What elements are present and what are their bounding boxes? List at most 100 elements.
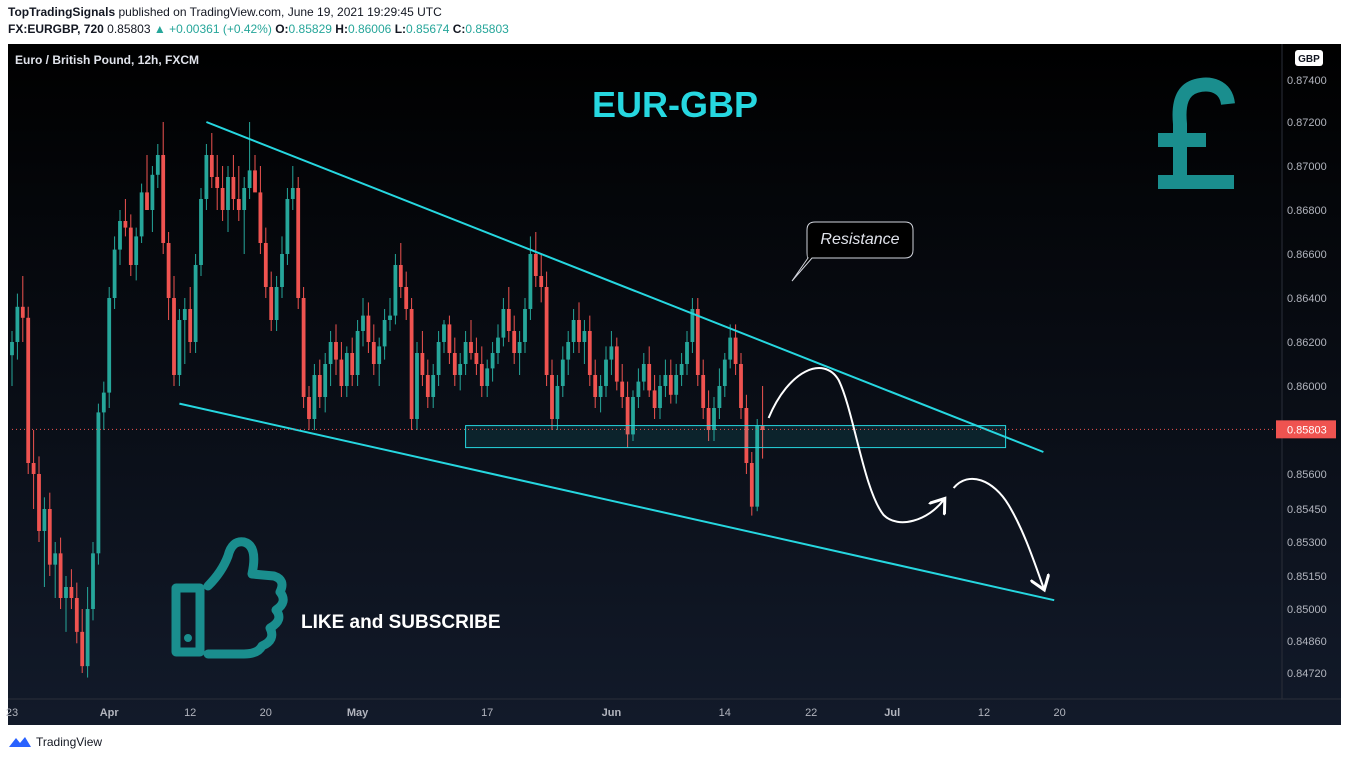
candle-body <box>226 177 230 210</box>
candle-body <box>118 221 122 250</box>
candle <box>415 342 419 430</box>
projection-arrow-1[interactable] <box>767 367 944 524</box>
candle-body <box>134 236 139 265</box>
candle-body <box>193 265 198 342</box>
candle <box>425 359 430 408</box>
candle <box>172 276 176 386</box>
candle-body <box>355 331 360 375</box>
candle <box>760 386 765 459</box>
candle <box>226 166 230 232</box>
candle <box>717 368 722 419</box>
candle-body <box>749 463 754 507</box>
candle-body <box>242 188 247 210</box>
price-tick-label: 0.87200 <box>1287 117 1327 129</box>
candle-body <box>452 353 457 375</box>
candle-body <box>91 553 95 609</box>
candle <box>658 375 662 419</box>
candle <box>47 492 52 576</box>
candle <box>431 364 436 408</box>
candle <box>458 353 463 391</box>
candle-body <box>182 309 187 320</box>
support-zone[interactable] <box>465 425 1007 449</box>
candle-body <box>668 375 673 395</box>
price-tick-label: 0.87400 <box>1287 75 1327 87</box>
candle-body <box>458 364 463 375</box>
candle-body <box>571 320 576 342</box>
candle <box>679 353 684 386</box>
candle <box>690 298 695 353</box>
upper-trendline[interactable] <box>206 121 1044 453</box>
candle-body <box>512 331 517 353</box>
candle <box>479 346 484 397</box>
candle <box>204 144 209 210</box>
candle-body <box>58 553 63 598</box>
candle-body <box>334 342 338 360</box>
candle <box>253 155 257 193</box>
candle-body <box>587 331 592 375</box>
candle-body <box>37 474 41 531</box>
candle-body <box>517 342 522 353</box>
candle-body <box>26 317 31 463</box>
candle-body <box>447 324 452 353</box>
candle <box>388 298 392 331</box>
lower-trendline[interactable] <box>179 402 1055 602</box>
projection-arrow-2[interactable] <box>952 477 1044 588</box>
candle-body <box>425 375 430 397</box>
time-axis[interactable]: 23 Apr 12 20 May 17 Jun 14 22 Jul 12 20 <box>6 707 1066 719</box>
candle-body <box>145 192 149 210</box>
price-axis[interactable]: 0.87400 0.87200 0.87000 0.86800 0.86600 0.864… <box>1287 75 1327 680</box>
candle <box>366 302 371 353</box>
candle <box>155 144 160 188</box>
candle <box>296 177 301 309</box>
candle-body <box>485 368 490 386</box>
candle-body <box>712 408 716 430</box>
candle <box>706 390 711 441</box>
candle-body <box>647 364 652 391</box>
candle <box>280 236 284 298</box>
candle-body <box>717 386 722 408</box>
publisher-name[interactable]: TopTradingSignals <box>8 5 116 19</box>
candle <box>193 254 198 353</box>
candle-body <box>609 346 614 360</box>
candle-body <box>220 188 225 210</box>
price-tick-label: 0.85600 <box>1287 469 1327 481</box>
candle-body <box>566 342 571 360</box>
candle <box>496 324 500 364</box>
candle <box>161 122 166 254</box>
candle-body <box>236 199 241 210</box>
candle-body <box>112 249 117 298</box>
price-tick-label: 0.87000 <box>1287 161 1327 173</box>
candle-body <box>215 177 220 188</box>
candle-body <box>393 265 398 316</box>
candle <box>382 309 387 360</box>
candle <box>447 315 452 364</box>
candle-body <box>506 309 511 331</box>
candle <box>560 346 565 397</box>
time-tick-label: Jul <box>884 707 900 719</box>
candle <box>150 166 155 232</box>
candle <box>533 232 538 287</box>
currency-badge[interactable] <box>1295 50 1323 66</box>
time-tick-label: Jun <box>602 707 622 719</box>
price-tick-label: 0.84720 <box>1287 668 1327 680</box>
candle <box>134 227 139 281</box>
candle-body <box>398 265 403 287</box>
candle-body <box>80 631 85 667</box>
candle-body <box>490 353 495 369</box>
candle <box>469 320 473 360</box>
candle <box>182 298 187 364</box>
candle-body <box>339 359 344 386</box>
candle <box>436 331 441 386</box>
tradingview-footer[interactable]: TradingView <box>8 735 102 749</box>
candle <box>490 342 495 382</box>
candle-body <box>15 306 20 342</box>
tradingview-logo-icon <box>9 737 31 747</box>
candle-body <box>301 298 306 397</box>
high-label: H: <box>335 22 348 36</box>
candle-body <box>312 375 317 419</box>
candle-body <box>31 463 36 474</box>
open-value: 0.85829 <box>288 22 332 36</box>
candle <box>668 359 673 404</box>
candle-body <box>614 346 619 382</box>
